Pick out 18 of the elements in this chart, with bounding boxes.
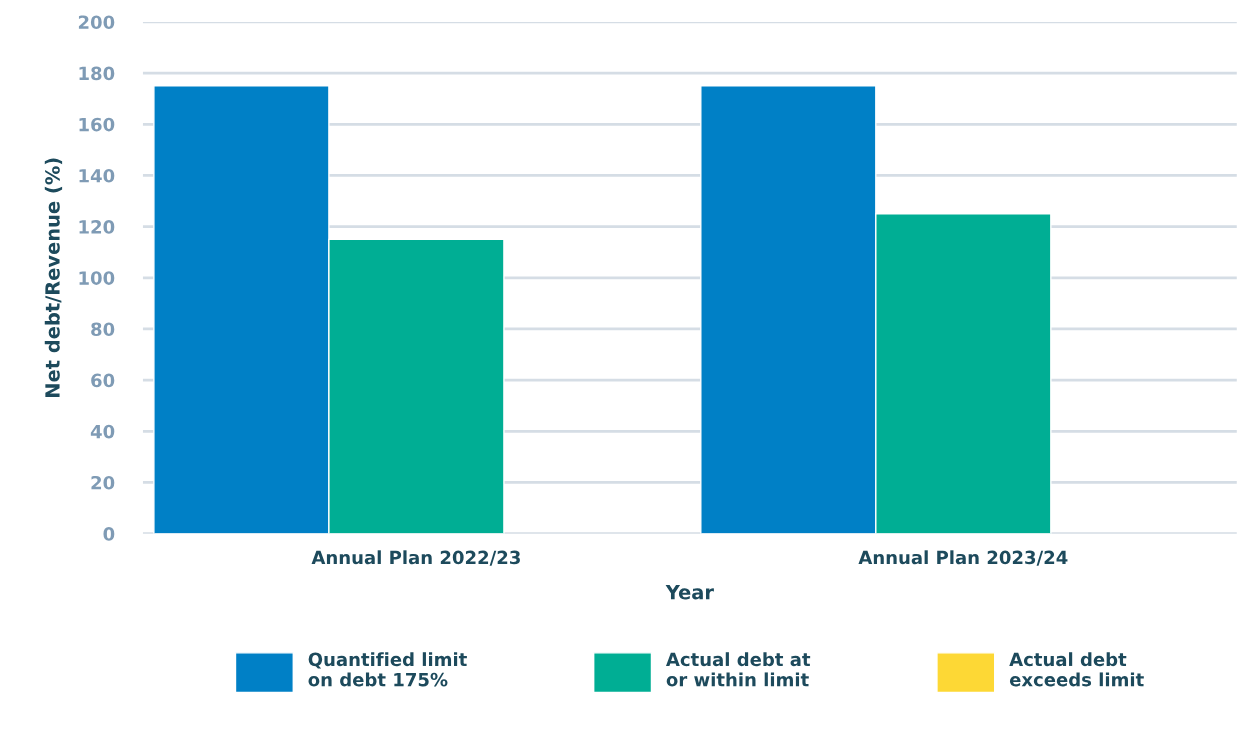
- legend-label: Quantified limit on debt 175%: [308, 652, 467, 687]
- y-tick-label: 140: [79, 168, 115, 183]
- legend-label: Actual debt exceeds limit: [1009, 652, 1144, 687]
- y-tick-label: 180: [79, 66, 115, 81]
- legend-label: Actual debt at or within limit: [666, 652, 811, 687]
- y-tick-label: 120: [79, 220, 115, 234]
- y-tick-label: 160: [79, 117, 115, 132]
- y-tick-label: 20: [91, 475, 115, 490]
- x-tick-label: Annual Plan 2023/24: [858, 550, 1068, 566]
- y-tick-label: 100: [79, 271, 115, 285]
- y-tick-label: 60: [91, 373, 115, 388]
- y-tick-label: 200: [78, 15, 115, 30]
- y-tick-label: 80: [91, 322, 115, 337]
- y-tick-label: 0: [103, 527, 115, 541]
- x-axis-title: Year: [665, 585, 714, 600]
- y-axis-title: Net debt/Revenue (%): [44, 158, 63, 397]
- y-tick-label: 40: [90, 424, 115, 439]
- x-tick-label: Annual Plan 2022/23: [311, 550, 520, 566]
